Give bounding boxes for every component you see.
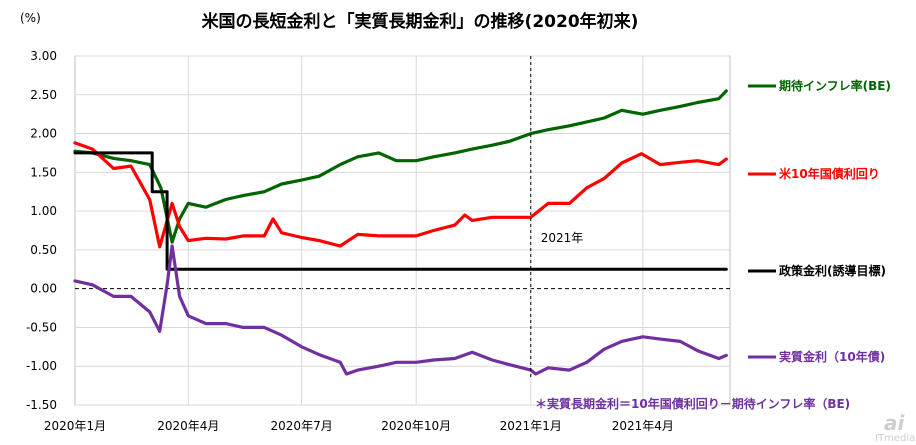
y-tick-label: 0.50 xyxy=(30,243,57,257)
y-tick-label: 2.00 xyxy=(30,127,57,141)
x-tick-label: 2020年1月 xyxy=(44,419,106,433)
series-policy-rate-line xyxy=(73,151,728,271)
y-tick-label: 0.00 xyxy=(30,282,57,296)
y-tick-label: -1.50 xyxy=(26,398,57,412)
svg-text:ai: ai xyxy=(884,411,905,435)
y-tick-label: -1.00 xyxy=(26,359,57,373)
plot-area xyxy=(74,55,731,406)
series-us10y-yield-line xyxy=(73,141,728,249)
x-tick-label: 2020年7月 xyxy=(271,419,333,433)
y-tick-label: 1.00 xyxy=(30,204,57,218)
y-tick-label: -0.50 xyxy=(26,320,57,334)
y-tick-label: 1.50 xyxy=(30,165,57,179)
series-lines xyxy=(73,89,728,376)
y-axis-unit: (%) xyxy=(20,11,41,25)
gridlines xyxy=(75,55,730,406)
y-axis-ticks: 3.00 2.50 2.00 1.50 1.00 0.50 0.00 -0.50 -1.00 -1… xyxy=(26,49,57,412)
legend-label-us10y-yield: 米10年国債利回り xyxy=(779,166,880,181)
series-expected-inflation-line xyxy=(73,89,728,244)
y-tick-label: 3.00 xyxy=(30,49,57,63)
itmedia-logo: ai ITmedia xyxy=(875,411,915,444)
legend-label-policy-rate: 政策金利(誘導目標) xyxy=(779,263,886,278)
x-tick-label: 2021年1月 xyxy=(500,419,562,433)
x-tick-label: 2020年4月 xyxy=(157,419,219,433)
legend-label-real-rate: 実質金利（10年債) xyxy=(779,349,885,364)
y-tick-label: 2.50 xyxy=(30,88,57,102)
series-real-rate-line xyxy=(73,244,728,376)
x-tick-label: 2020年10月 xyxy=(381,419,451,433)
legend-label-expected-inflation: 期待インフレ率(BE) xyxy=(779,78,891,93)
x-tick-label: 2021年4月 xyxy=(612,419,674,433)
x-axis-ticks: 2020年1月 2020年4月 2020年7月 2020年10月 2021年1月 2021… xyxy=(44,419,674,433)
annotation-label-2021: 2021年 xyxy=(541,231,584,245)
chart-title: 米国の長短金利と「実質長期金利」の推移(2020年初来) xyxy=(202,11,639,32)
annotations: 2021年 xyxy=(530,56,584,380)
svg-text:ITmedia: ITmedia xyxy=(875,433,915,444)
footnote: ＊実質長期金利＝10年国債利回り－期待インフレ率（BE) xyxy=(535,396,850,411)
